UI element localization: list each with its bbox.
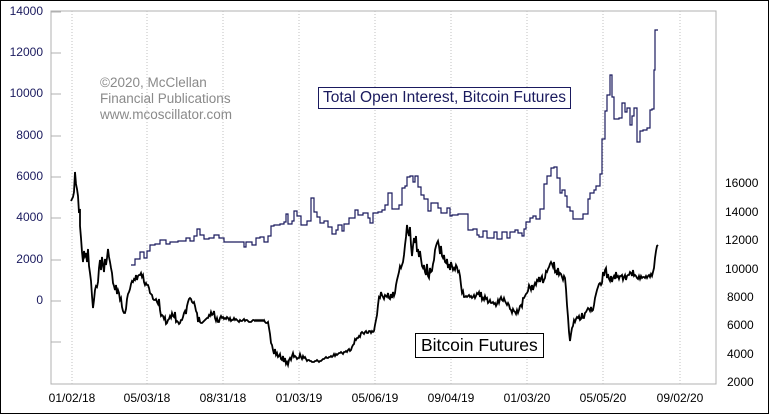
x-label-6: 01/03/20 [503,391,551,405]
y-right-label-12000: 12000 [725,233,759,247]
grid-lines [71,11,681,384]
x-label-2: 08/31/18 [199,391,247,405]
x-label-7: 05/05/20 [579,391,627,405]
x-label-0: 01/02/18 [48,391,96,405]
legend-bitcoin-futures: Bitcoin Futures [415,333,544,358]
y-right-label-14000: 14000 [725,205,759,219]
legend-open-interest: Total Open Interest, Bitcoin Futures [318,87,571,109]
y-left-label-0: 0 [36,293,43,307]
y-left-label-14000: 14000 [9,4,43,18]
y-right-label-6000: 6000 [727,318,754,332]
copyright-notice: ©2020, McClellan Financial Publications … [100,75,232,123]
y-left-label-6000: 6000 [16,169,43,183]
x-label-8: 09/02/20 [656,391,704,405]
y-left-label-10000: 10000 [9,86,43,100]
x-label-4: 05/06/19 [351,391,399,405]
x-label-3: 01/03/19 [275,391,323,405]
y-right-label-10000: 10000 [725,262,759,276]
open-interest-line [131,29,658,266]
y-right-label-2000: 2000 [727,375,754,389]
y-left-label-8000: 8000 [16,128,43,142]
copyright-line-2: Financial Publications [100,91,231,106]
y-right-label-8000: 8000 [727,290,754,304]
x-label-5: 09/04/19 [427,391,475,405]
x-label-1: 05/03/18 [123,391,171,405]
y-left-label-4000: 4000 [16,210,43,224]
y-right-label-4000: 4000 [727,347,754,361]
bitcoin-futures-line [70,171,659,369]
y-left-label-2000: 2000 [16,252,43,266]
y-left-label-12000: 12000 [9,45,43,59]
copyright-line-3: www.mcoscillator.com [100,107,233,122]
copyright-line-1: ©2020, McClellan [100,75,207,90]
y-right-label-16000: 16000 [725,176,759,190]
